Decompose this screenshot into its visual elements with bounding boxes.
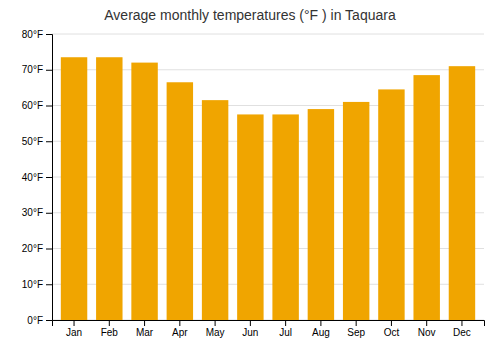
tick-mark bbox=[46, 177, 52, 178]
tick-label: Oct bbox=[384, 327, 400, 338]
tick-mark bbox=[250, 320, 251, 326]
tick: 0°F bbox=[27, 315, 52, 326]
tick: May bbox=[206, 320, 225, 338]
tick-label: 10°F bbox=[22, 279, 43, 290]
tick: 70°F bbox=[22, 64, 52, 75]
tick-label: 0°F bbox=[27, 315, 43, 326]
tick-mark bbox=[46, 70, 52, 71]
tick-mark bbox=[285, 320, 286, 326]
tick-label: 50°F bbox=[22, 136, 43, 147]
title: Average monthly temperatures (°F ) in Ta… bbox=[104, 7, 396, 23]
tick-label: Aug bbox=[312, 327, 330, 338]
tick: 50°F bbox=[22, 136, 52, 147]
tick: 60°F bbox=[22, 100, 52, 111]
tick-label: Sep bbox=[347, 327, 365, 338]
tick-mark bbox=[144, 320, 145, 326]
bar bbox=[96, 57, 122, 320]
axis-line bbox=[46, 35, 53, 321]
bar bbox=[308, 109, 334, 320]
tick: Oct bbox=[384, 320, 400, 338]
tick-label: Dec bbox=[453, 327, 471, 338]
tick-mark bbox=[46, 320, 52, 321]
chart: Average monthly temperatures (°F ) in Ta… bbox=[0, 0, 500, 350]
tick-mark bbox=[356, 320, 357, 326]
tick-label: Feb bbox=[101, 327, 119, 338]
tick: Jan bbox=[66, 320, 82, 338]
tick-mark bbox=[46, 284, 52, 285]
tick-mark bbox=[46, 106, 52, 107]
tick-mark bbox=[74, 320, 75, 326]
bar bbox=[167, 82, 193, 320]
tick: 30°F bbox=[22, 207, 52, 218]
tick-label: Nov bbox=[418, 327, 436, 338]
tick-mark bbox=[46, 34, 52, 35]
tick: Aug bbox=[312, 320, 330, 338]
tick-mark bbox=[179, 320, 180, 326]
tick: Mar bbox=[136, 320, 154, 338]
bar bbox=[131, 63, 157, 320]
tick: Dec bbox=[453, 320, 471, 338]
tick: 10°F bbox=[22, 279, 52, 290]
axis-line bbox=[53, 321, 485, 327]
bar bbox=[378, 89, 404, 320]
tick-mark bbox=[46, 141, 52, 142]
tick-mark bbox=[46, 249, 52, 250]
tick-label: Jan bbox=[66, 327, 82, 338]
chart-container: Average monthly temperatures (°F ) in Ta… bbox=[0, 0, 500, 350]
tick: 20°F bbox=[22, 243, 52, 254]
tick: Jun bbox=[242, 320, 258, 338]
bars bbox=[61, 57, 475, 320]
tick: Jul bbox=[279, 320, 292, 338]
bar bbox=[272, 114, 298, 320]
x-axis: Jan Feb Mar Apr May Jun Jul Aug Sep Oct Nov Dec bbox=[53, 320, 485, 338]
tick: Nov bbox=[418, 320, 436, 338]
tick: 80°F bbox=[22, 29, 52, 40]
bar bbox=[237, 114, 263, 320]
tick-label: 60°F bbox=[22, 100, 43, 111]
tick-label: May bbox=[206, 327, 225, 338]
tick-label: 20°F bbox=[22, 243, 43, 254]
tick-label: Mar bbox=[136, 327, 154, 338]
y-axis: 0°F 10°F 20°F 30°F 40°F 50°F 60°F 70°F 80°F bbox=[22, 29, 53, 326]
tick-label: 80°F bbox=[22, 29, 43, 40]
grid bbox=[52, 34, 484, 320]
tick-mark bbox=[426, 320, 427, 326]
tick-label: Jun bbox=[242, 327, 258, 338]
bar bbox=[202, 100, 228, 320]
tick-label: 30°F bbox=[22, 207, 43, 218]
tick-mark bbox=[215, 320, 216, 326]
tick: Feb bbox=[101, 320, 119, 338]
tick-label: Jul bbox=[279, 327, 292, 338]
tick-label: 40°F bbox=[22, 172, 43, 183]
tick-mark bbox=[46, 213, 52, 214]
bar bbox=[449, 66, 475, 320]
tick-mark bbox=[391, 320, 392, 326]
plot: 0°F 10°F 20°F 30°F 40°F 50°F 60°F 70°F 80°F Jan Fe… bbox=[22, 29, 485, 338]
grid-line bbox=[52, 34, 484, 35]
bar bbox=[343, 102, 369, 320]
tick-mark bbox=[109, 320, 110, 326]
tick-label: Apr bbox=[172, 327, 188, 338]
tick-label: 70°F bbox=[22, 64, 43, 75]
bar bbox=[61, 57, 87, 320]
bar bbox=[413, 75, 439, 320]
tick: Sep bbox=[347, 320, 365, 338]
tick-mark bbox=[320, 320, 321, 326]
tick: Apr bbox=[172, 320, 188, 338]
tick-mark bbox=[461, 320, 462, 326]
tick: 40°F bbox=[22, 172, 52, 183]
